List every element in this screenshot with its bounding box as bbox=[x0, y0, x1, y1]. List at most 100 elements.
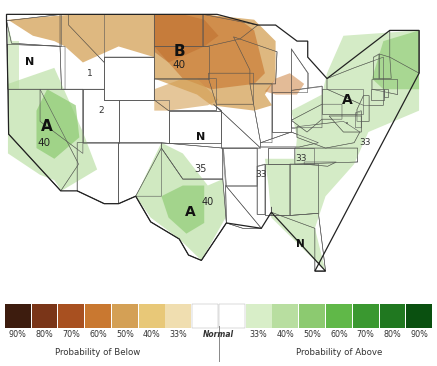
Polygon shape bbox=[83, 89, 118, 143]
Bar bbox=[379, 304, 406, 328]
Text: 90%: 90% bbox=[410, 330, 428, 339]
Text: 50%: 50% bbox=[116, 330, 134, 339]
Polygon shape bbox=[203, 14, 258, 46]
Polygon shape bbox=[118, 100, 169, 143]
Polygon shape bbox=[356, 111, 361, 128]
Polygon shape bbox=[223, 148, 257, 186]
Bar bbox=[5, 304, 31, 328]
Bar bbox=[139, 304, 165, 328]
Polygon shape bbox=[8, 14, 276, 111]
Polygon shape bbox=[260, 132, 319, 147]
Polygon shape bbox=[169, 111, 222, 143]
Text: 2: 2 bbox=[98, 106, 104, 115]
Polygon shape bbox=[8, 68, 97, 191]
Bar bbox=[299, 304, 325, 328]
Polygon shape bbox=[304, 162, 336, 166]
Polygon shape bbox=[225, 186, 261, 228]
Polygon shape bbox=[154, 14, 203, 46]
Polygon shape bbox=[379, 54, 391, 79]
Polygon shape bbox=[104, 57, 154, 100]
Polygon shape bbox=[37, 89, 80, 159]
Polygon shape bbox=[7, 14, 62, 46]
Polygon shape bbox=[290, 164, 319, 216]
Polygon shape bbox=[154, 79, 216, 111]
Text: 33: 33 bbox=[359, 138, 371, 147]
Polygon shape bbox=[136, 143, 225, 260]
Polygon shape bbox=[390, 30, 419, 73]
Polygon shape bbox=[327, 57, 383, 105]
Polygon shape bbox=[257, 164, 265, 214]
Text: 40%: 40% bbox=[143, 330, 160, 339]
Text: 70%: 70% bbox=[62, 330, 80, 339]
Polygon shape bbox=[271, 207, 326, 271]
Polygon shape bbox=[291, 86, 322, 128]
Polygon shape bbox=[69, 14, 154, 63]
Text: 40: 40 bbox=[37, 138, 50, 148]
Polygon shape bbox=[272, 93, 291, 132]
Polygon shape bbox=[357, 96, 369, 122]
Bar bbox=[85, 304, 111, 328]
Polygon shape bbox=[346, 122, 347, 123]
Bar bbox=[165, 304, 191, 328]
Text: 33%: 33% bbox=[170, 330, 187, 339]
Text: 80%: 80% bbox=[384, 330, 401, 339]
Polygon shape bbox=[154, 14, 218, 63]
Bar bbox=[406, 304, 432, 328]
Polygon shape bbox=[9, 89, 79, 191]
Polygon shape bbox=[265, 164, 290, 216]
Text: 40%: 40% bbox=[277, 330, 294, 339]
Polygon shape bbox=[291, 104, 342, 132]
Text: 33: 33 bbox=[295, 154, 306, 163]
Polygon shape bbox=[295, 148, 358, 164]
Polygon shape bbox=[136, 148, 226, 260]
Bar bbox=[246, 304, 272, 328]
Polygon shape bbox=[268, 148, 314, 164]
Polygon shape bbox=[40, 89, 83, 153]
Text: 60%: 60% bbox=[89, 330, 107, 339]
Text: 33%: 33% bbox=[250, 330, 267, 339]
Polygon shape bbox=[322, 89, 364, 114]
Text: A: A bbox=[184, 205, 195, 219]
Polygon shape bbox=[372, 80, 398, 94]
Bar bbox=[31, 304, 58, 328]
Text: 40: 40 bbox=[173, 60, 186, 70]
Text: N: N bbox=[196, 132, 205, 142]
Polygon shape bbox=[154, 14, 265, 89]
Polygon shape bbox=[371, 89, 384, 100]
Text: Probability of Below: Probability of Below bbox=[55, 348, 141, 357]
Polygon shape bbox=[265, 30, 419, 271]
Bar bbox=[192, 304, 218, 328]
Bar bbox=[272, 304, 298, 328]
Polygon shape bbox=[233, 37, 277, 84]
Text: 70%: 70% bbox=[357, 330, 375, 339]
Text: Probability of Above: Probability of Above bbox=[296, 348, 382, 357]
Text: 33: 33 bbox=[256, 170, 267, 179]
Polygon shape bbox=[372, 30, 419, 89]
Text: A: A bbox=[42, 119, 53, 134]
Polygon shape bbox=[250, 84, 272, 143]
Text: 80%: 80% bbox=[36, 330, 53, 339]
Text: 60%: 60% bbox=[330, 330, 348, 339]
Polygon shape bbox=[208, 73, 253, 104]
Bar bbox=[112, 304, 138, 328]
Text: N: N bbox=[296, 239, 305, 249]
Bar bbox=[353, 304, 379, 328]
Text: 90%: 90% bbox=[9, 330, 27, 339]
Polygon shape bbox=[384, 89, 388, 97]
Text: 35: 35 bbox=[194, 164, 207, 175]
Polygon shape bbox=[265, 73, 304, 94]
Polygon shape bbox=[77, 143, 118, 204]
Text: B: B bbox=[173, 44, 185, 59]
Polygon shape bbox=[161, 186, 204, 234]
Polygon shape bbox=[329, 116, 361, 132]
Polygon shape bbox=[7, 44, 65, 89]
Polygon shape bbox=[118, 143, 161, 204]
Polygon shape bbox=[161, 143, 223, 179]
Polygon shape bbox=[373, 54, 379, 79]
Polygon shape bbox=[154, 79, 218, 111]
Bar bbox=[58, 304, 84, 328]
Polygon shape bbox=[297, 122, 360, 148]
Text: N: N bbox=[25, 57, 34, 67]
Text: 40: 40 bbox=[201, 197, 214, 206]
Text: 50%: 50% bbox=[303, 330, 321, 339]
